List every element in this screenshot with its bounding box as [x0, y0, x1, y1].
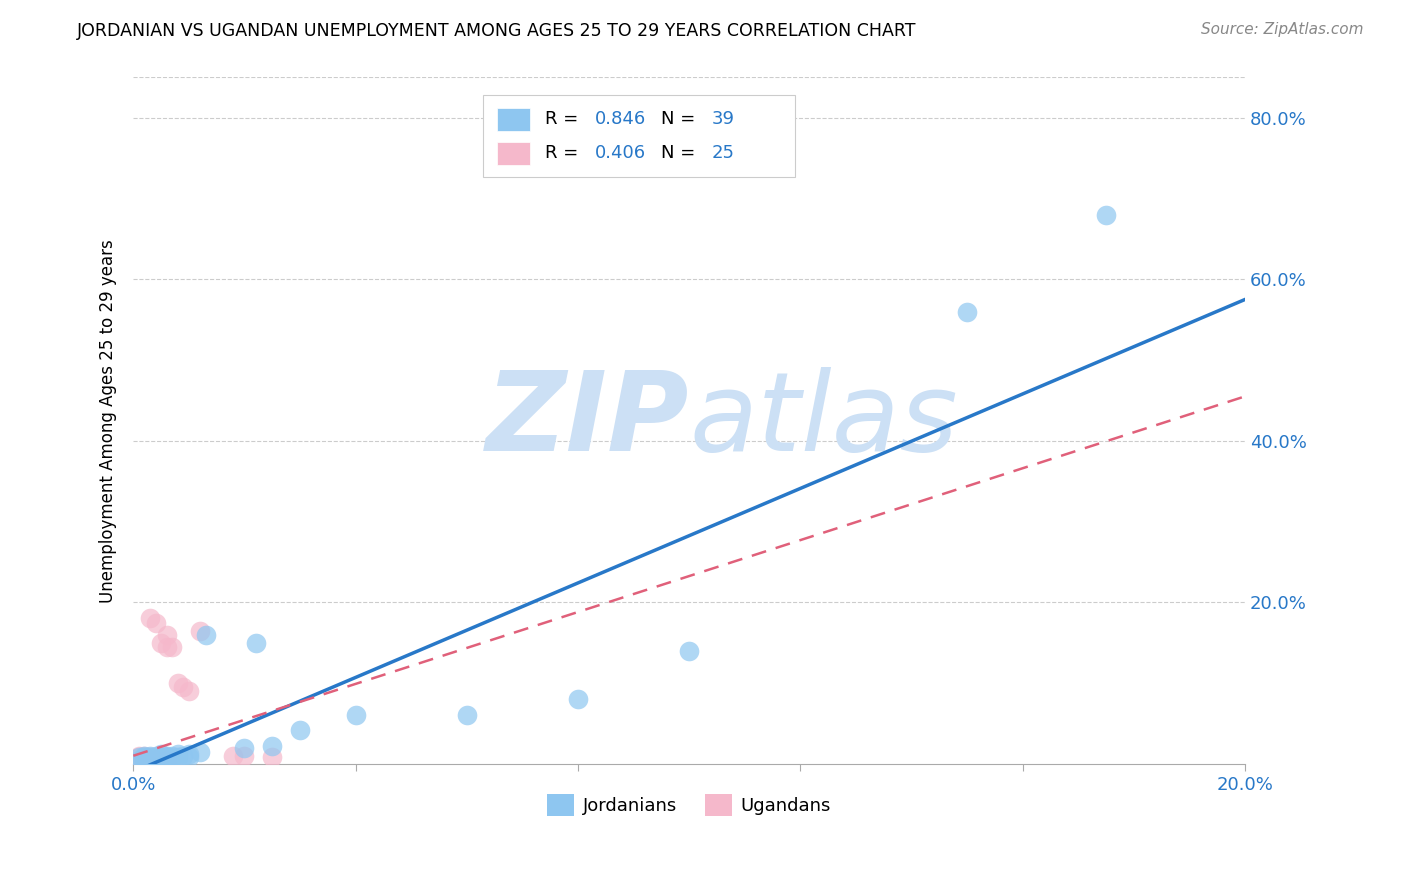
Point: [456, 708, 478, 723]
Point: [150, 749, 173, 764]
Text: N =: N =: [661, 110, 702, 128]
Point: [145, 753, 167, 767]
Point: [139, 750, 162, 764]
Point: [567, 692, 589, 706]
Point: [150, 750, 173, 764]
Point: [166, 750, 188, 764]
Point: [156, 640, 179, 654]
Point: [134, 753, 156, 767]
Point: [128, 753, 150, 767]
Point: [128, 750, 150, 764]
Point: [145, 748, 167, 763]
Point: [177, 749, 200, 764]
Point: [139, 753, 162, 767]
Point: [128, 750, 150, 764]
Point: [288, 723, 311, 737]
Point: [162, 640, 184, 654]
Point: [134, 750, 156, 764]
Legend: Jordanians, Ugandans: Jordanians, Ugandans: [540, 787, 838, 823]
Point: [172, 748, 194, 763]
Point: [150, 747, 173, 761]
FancyBboxPatch shape: [484, 95, 794, 177]
Text: R =: R =: [544, 144, 583, 162]
Point: [194, 627, 217, 641]
Text: 39: 39: [711, 110, 734, 128]
Point: [134, 753, 156, 767]
Point: [139, 750, 162, 764]
Text: JORDANIAN VS UGANDAN UNEMPLOYMENT AMONG AGES 25 TO 29 YEARS CORRELATION CHART: JORDANIAN VS UGANDAN UNEMPLOYMENT AMONG …: [77, 22, 917, 40]
Point: [156, 627, 179, 641]
Point: [145, 753, 167, 767]
Text: atlas: atlas: [689, 368, 957, 475]
Point: [162, 751, 184, 765]
FancyBboxPatch shape: [496, 108, 530, 131]
Point: [233, 748, 256, 763]
Point: [128, 748, 150, 763]
Point: [177, 684, 200, 698]
Point: [262, 739, 284, 753]
Point: [156, 753, 179, 767]
Point: [145, 615, 167, 630]
Point: [233, 740, 256, 755]
Point: [139, 752, 162, 766]
Point: [150, 754, 173, 768]
Point: [1095, 208, 1118, 222]
FancyBboxPatch shape: [496, 142, 530, 165]
Text: 0.406: 0.406: [595, 144, 645, 162]
Point: [344, 708, 367, 723]
Point: [128, 753, 150, 767]
Point: [150, 636, 173, 650]
Y-axis label: Unemployment Among Ages 25 to 29 years: Unemployment Among Ages 25 to 29 years: [100, 239, 117, 602]
Point: [156, 748, 179, 763]
Point: [262, 750, 284, 764]
Point: [188, 745, 211, 759]
Point: [188, 624, 211, 638]
Point: [139, 748, 162, 763]
Point: [150, 750, 173, 764]
Point: [145, 751, 167, 765]
Point: [172, 680, 194, 694]
Point: [956, 304, 979, 318]
Point: [156, 753, 179, 767]
Point: [177, 747, 200, 761]
Text: Source: ZipAtlas.com: Source: ZipAtlas.com: [1201, 22, 1364, 37]
Point: [222, 748, 245, 763]
Point: [150, 752, 173, 766]
Point: [134, 748, 156, 763]
Point: [134, 748, 156, 763]
Point: [139, 753, 162, 767]
Point: [139, 611, 162, 625]
Point: [245, 636, 267, 650]
Text: ZIP: ZIP: [485, 368, 689, 475]
Point: [162, 748, 184, 763]
Point: [156, 750, 179, 764]
Point: [166, 747, 188, 761]
Point: [134, 750, 156, 764]
Text: 0.846: 0.846: [595, 110, 645, 128]
Text: 25: 25: [711, 144, 734, 162]
Text: N =: N =: [661, 144, 702, 162]
Point: [678, 644, 700, 658]
Point: [166, 676, 188, 690]
Text: R =: R =: [544, 110, 583, 128]
Point: [166, 750, 188, 764]
